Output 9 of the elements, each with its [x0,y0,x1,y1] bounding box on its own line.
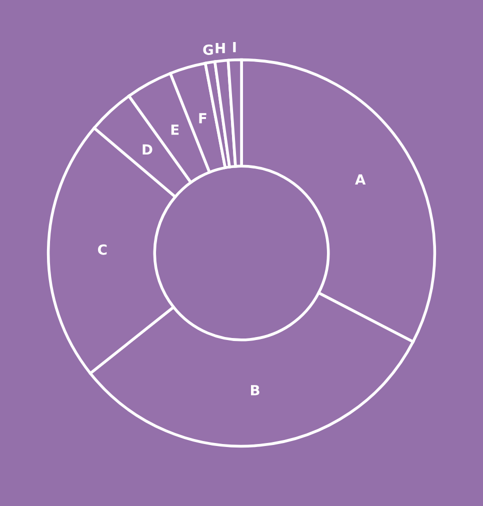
slice-label: B [251,385,260,396]
slice-label: H [216,43,225,54]
slice-label: C [98,244,107,255]
slice-label: D [142,144,152,155]
slice-label: G [203,44,213,55]
slice-label: F [199,113,206,124]
slice-label: E [171,124,179,135]
slice-label: A [355,174,366,185]
slice-label: I [233,42,236,52]
